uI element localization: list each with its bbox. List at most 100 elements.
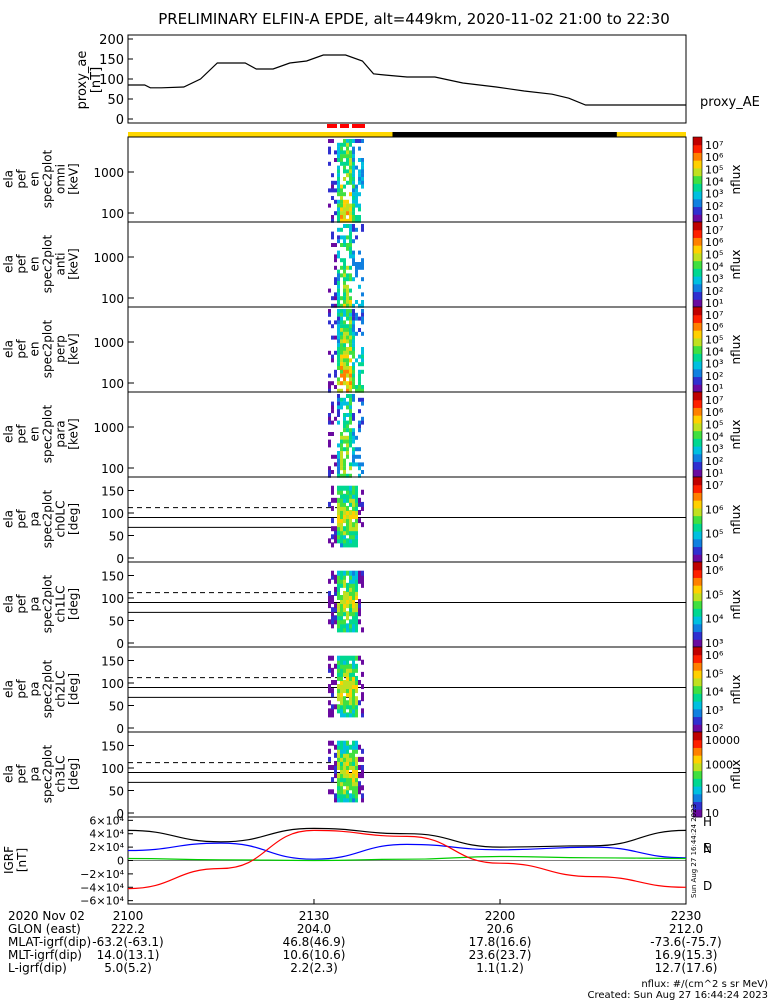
spectrogram-cell [361, 785, 364, 791]
colorbar-tick-label: 10⁵ [705, 588, 723, 601]
spectrogram-cell [355, 447, 358, 452]
spectrogram-cell [337, 180, 340, 185]
table-cell: -73.6(-75.7) [650, 935, 721, 949]
spectrogram-cell [337, 659, 340, 665]
pa-ytick-label: 100 [101, 762, 124, 776]
panel-ylabel-line: spec2plot [41, 744, 55, 803]
spectrogram-cell [352, 188, 355, 193]
spectrogram-cell [346, 590, 349, 596]
spectrogram-cell [349, 347, 352, 351]
spectrogram-cell [340, 534, 343, 540]
spectrogram-cell [352, 161, 355, 166]
spectrogram-cell [346, 793, 349, 799]
spectrogram-cell [346, 692, 349, 698]
spectrogram-cell [349, 339, 352, 344]
spectrogram-cell [349, 578, 352, 584]
spectrogram-cell [361, 224, 364, 228]
spectrogram-cell [343, 590, 346, 596]
spectrogram-cell [328, 288, 331, 293]
spectrogram-cell [349, 265, 352, 270]
spectrogram-cell [355, 708, 358, 714]
panel-ylabel-line: [deg] [67, 758, 81, 790]
spectrogram-cell [346, 785, 349, 791]
colorbar-segment [693, 214, 702, 223]
spectrogram-cell [343, 582, 346, 588]
igrf-ytick-label: −4×10⁴ [80, 881, 124, 894]
table-cell: 17.8(16.6) [469, 935, 532, 949]
spectrogram-cell [349, 570, 352, 576]
spectrogram-cell [349, 590, 352, 596]
spectrogram-cell [358, 377, 361, 382]
spectrogram-cell [358, 173, 361, 178]
spectrogram-cell [346, 224, 349, 228]
spectrogram-cell [352, 574, 355, 580]
spectrogram-cell [355, 165, 358, 170]
spectrogram-cell [346, 627, 349, 633]
colorbar-segment [693, 422, 702, 432]
colorbar-segment [693, 724, 702, 733]
spectrogram-cell [352, 692, 355, 698]
spectrogram-cell [334, 462, 337, 467]
pa-ytick-label: 150 [101, 570, 124, 584]
spectrogram-cell [349, 485, 352, 491]
spectrogram-cell [355, 510, 358, 515]
colorbar-tick-label: 10¹ [705, 212, 723, 225]
spectrogram-cell [343, 199, 346, 204]
spectrogram-cell [349, 312, 352, 317]
colorbar-segment [693, 739, 702, 748]
spectrogram-cell [340, 777, 343, 783]
spectrogram-cell [340, 570, 343, 576]
spectrogram-cell [337, 603, 340, 609]
spectrogram-cell [349, 432, 352, 436]
spectrogram-cell [343, 154, 346, 159]
spectrogram-cell [346, 381, 349, 386]
spectrogram-cell [334, 454, 337, 459]
spectrogram-cell [352, 339, 355, 344]
spectrogram-cell [361, 385, 364, 389]
spectrogram-cell [346, 712, 349, 718]
spectrogram-cell [349, 239, 352, 244]
spectrogram-cell [334, 769, 337, 775]
spectrogram-cell [346, 797, 349, 803]
spectrogram-cell [355, 388, 358, 393]
spectrogram-cell [355, 514, 358, 520]
spectrogram-cell [340, 595, 343, 600]
spectrogram-cell [349, 489, 352, 495]
spectrogram-cell [334, 335, 337, 340]
spectrogram-cell [331, 740, 334, 746]
spectrogram-cell [340, 154, 343, 159]
spectrogram-cell [337, 740, 340, 746]
spectrogram-cell [361, 331, 364, 336]
colorbar-segment [693, 708, 702, 718]
spectrogram-cell [355, 615, 358, 621]
spectrogram-cell [337, 574, 340, 580]
spectrogram-cell [346, 303, 349, 308]
spectrogram-cell [355, 501, 358, 507]
spectrogram-cell [346, 623, 349, 629]
spectrogram-cell [352, 158, 355, 162]
spectrogram-cell [352, 538, 355, 544]
spectrogram-cell [328, 473, 331, 478]
spectrogram-cell [349, 158, 352, 162]
spectrogram-cell [358, 619, 361, 625]
panel-ylabel-line: pef [15, 254, 29, 274]
spectrogram-cell [343, 224, 346, 228]
spectrogram-cell [340, 692, 343, 698]
spectrogram-cell [331, 243, 334, 247]
spectrogram-cell [334, 578, 337, 584]
spectrogram-cell [349, 224, 352, 228]
spectrogram-cell [331, 667, 334, 673]
colorbar-segment [693, 446, 702, 455]
spectrogram-cell [361, 277, 364, 282]
spectrogram-cell [340, 447, 343, 452]
spectrogram-cell [352, 362, 355, 367]
spectrogram-cell [346, 207, 349, 212]
colorbar-segment [693, 152, 702, 161]
spectrogram-cell [352, 320, 355, 325]
spectrogram-cell [337, 627, 340, 633]
spectrogram-cell [349, 619, 352, 625]
spectrogram-cell [352, 659, 355, 665]
spectrogram-cell [352, 696, 355, 702]
spectrogram-cell [352, 586, 355, 592]
spectrogram-cell [352, 428, 355, 433]
